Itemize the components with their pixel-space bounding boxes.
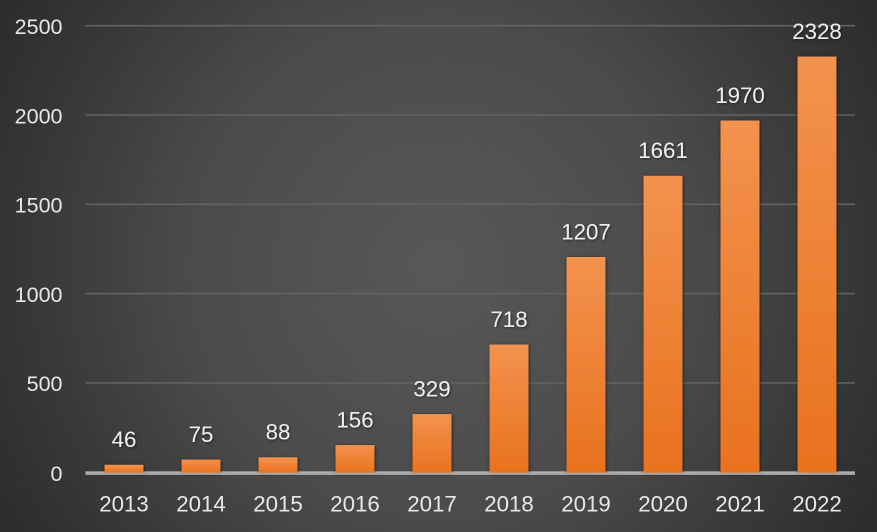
svg-text:2014: 2014	[176, 492, 226, 517]
svg-text:1661: 1661	[638, 138, 688, 163]
svg-text:2018: 2018	[484, 492, 534, 517]
svg-text:1500: 1500	[15, 194, 63, 218]
svg-text:2020: 2020	[638, 492, 688, 517]
svg-text:2015: 2015	[253, 492, 303, 517]
svg-text:500: 500	[27, 372, 63, 396]
svg-text:2019: 2019	[561, 492, 611, 517]
svg-text:2013: 2013	[99, 492, 149, 517]
svg-text:2500: 2500	[15, 15, 63, 39]
svg-text:718: 718	[490, 307, 527, 332]
svg-text:2000: 2000	[15, 104, 63, 128]
svg-text:75: 75	[189, 422, 214, 447]
svg-text:2017: 2017	[407, 492, 457, 517]
svg-text:156: 156	[336, 408, 373, 433]
svg-text:1000: 1000	[15, 283, 63, 307]
svg-text:1207: 1207	[561, 219, 611, 244]
svg-text:2016: 2016	[330, 492, 380, 517]
svg-text:46: 46	[112, 427, 137, 452]
svg-text:329: 329	[413, 377, 450, 402]
svg-text:0: 0	[51, 462, 63, 486]
svg-text:1970: 1970	[715, 83, 765, 108]
svg-text:2021: 2021	[715, 492, 765, 517]
svg-text:2022: 2022	[792, 492, 842, 517]
svg-text:2328: 2328	[792, 19, 842, 44]
svg-text:88: 88	[266, 420, 291, 445]
